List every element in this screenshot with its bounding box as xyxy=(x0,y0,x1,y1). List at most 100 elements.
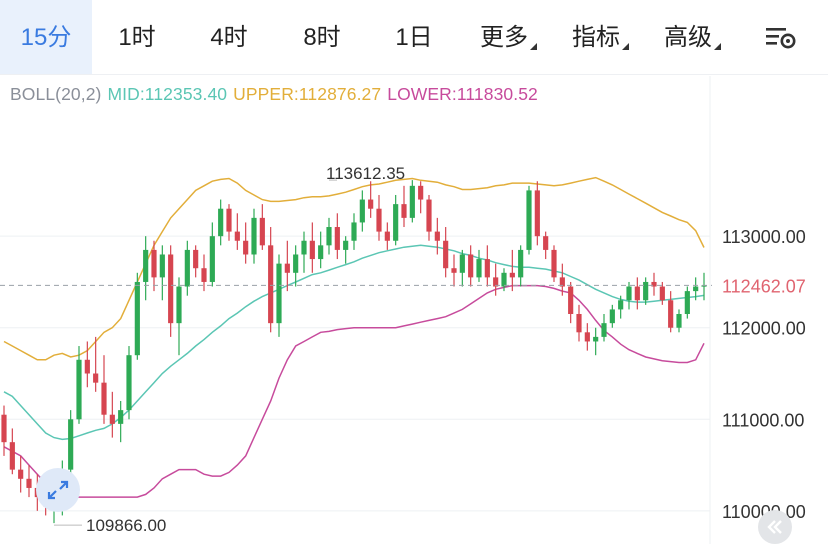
candle-body xyxy=(84,359,90,374)
candle-body xyxy=(618,300,624,310)
candle-body xyxy=(234,231,240,241)
tab-1d[interactable]: 1日 xyxy=(389,0,439,74)
candle-body xyxy=(143,249,149,282)
tab-advanced[interactable]: 高级 xyxy=(656,0,721,74)
candle-body xyxy=(284,263,290,273)
candle-body xyxy=(643,281,649,301)
candle-body xyxy=(493,277,499,287)
chart-gridlines xyxy=(0,235,710,512)
timeframe-tabbar: 15分 1时 4时 8时 1日 更多 指标 高级 xyxy=(0,0,828,75)
tab-label: 指标 xyxy=(572,24,620,51)
y-tick-label: 111000.00 xyxy=(722,410,804,430)
candle-body xyxy=(376,208,382,232)
tab-label: 15分 xyxy=(20,24,72,51)
candle-body xyxy=(201,268,207,282)
chart-settings-icon[interactable] xyxy=(764,22,798,52)
expand-arrows-icon[interactable] xyxy=(36,468,80,512)
candle-body xyxy=(476,259,482,278)
candle-body xyxy=(534,190,540,237)
candle-body xyxy=(676,314,682,328)
tab-8h[interactable]: 8时 xyxy=(296,0,348,74)
candle-body xyxy=(426,199,432,232)
tab-1h[interactable]: 1时 xyxy=(112,0,162,74)
current-price-label: 112462.07 xyxy=(722,276,806,296)
candle-body xyxy=(193,249,199,269)
candle-body xyxy=(576,314,582,333)
candle-body xyxy=(468,254,474,278)
candle-body xyxy=(584,332,590,342)
candle-body xyxy=(559,277,565,287)
candle-body xyxy=(684,291,690,314)
candle-body xyxy=(551,249,557,278)
extreme-annotations: 113612.35 109866.00 xyxy=(54,164,405,535)
candle-body xyxy=(393,204,399,241)
candle-body xyxy=(9,442,15,470)
candle-body xyxy=(668,300,674,328)
candle-body xyxy=(409,185,415,218)
candle-body xyxy=(276,263,282,324)
candle-body xyxy=(434,231,440,241)
dropdown-caret-icon xyxy=(622,43,629,50)
candle-body xyxy=(693,286,699,292)
candle-body xyxy=(609,309,615,324)
candle-body xyxy=(518,249,524,278)
tab-label: 8时 xyxy=(303,24,341,51)
candle-body xyxy=(334,227,340,250)
current-price-line: 112462.07 xyxy=(0,276,806,296)
candle-body xyxy=(93,373,99,383)
candle-body xyxy=(634,286,640,301)
legend-name: BOLL(20,2) xyxy=(10,84,102,104)
candles xyxy=(1,180,707,524)
tab-4h[interactable]: 4时 xyxy=(204,0,254,74)
candle-body xyxy=(159,254,165,278)
band-upper xyxy=(3,176,705,361)
boll-legend: BOLL(20,2) MID:112353.40 UPPER:112876.27 LO… xyxy=(10,84,544,105)
candle-body xyxy=(293,254,299,273)
candle-body xyxy=(384,231,390,241)
candle-body xyxy=(118,410,124,424)
candle-body xyxy=(1,414,7,443)
high-annotation: 113612.35 xyxy=(326,164,405,183)
tab-indicators[interactable]: 指标 xyxy=(564,0,629,74)
candle-body xyxy=(268,245,274,324)
candle-body xyxy=(151,249,157,278)
candle-body xyxy=(701,285,707,287)
candle-body xyxy=(509,272,515,278)
candle-body xyxy=(418,185,424,200)
candle-body xyxy=(568,286,574,314)
candle-body xyxy=(626,286,632,301)
double-chevron-left-icon[interactable] xyxy=(758,510,792,544)
candle-body xyxy=(168,254,174,324)
tab-label: 高级 xyxy=(664,24,712,51)
candle-body xyxy=(593,336,599,342)
candle-body xyxy=(651,281,657,287)
y-tick-label: 113000.00 xyxy=(722,227,806,247)
low-annotation: 109866.00 xyxy=(86,516,166,535)
candle-body xyxy=(184,249,190,287)
legend-mid: MID:112353.40 xyxy=(107,84,228,104)
candle-body xyxy=(501,272,507,287)
candle-body xyxy=(351,222,357,241)
candle-body xyxy=(68,419,74,470)
candle-body xyxy=(459,254,465,273)
candle-body xyxy=(443,240,449,269)
candle-body xyxy=(18,469,24,479)
candle-body xyxy=(109,414,115,424)
dropdown-caret-icon xyxy=(714,43,721,50)
tab-more[interactable]: 更多 xyxy=(472,0,537,74)
candle-body xyxy=(343,240,349,250)
tab-15min[interactable]: 15分 xyxy=(0,0,92,74)
candle-body xyxy=(226,208,232,232)
dropdown-caret-icon xyxy=(530,43,537,50)
candle-body xyxy=(401,204,407,218)
candle-body xyxy=(359,199,365,223)
tab-label: 4时 xyxy=(210,24,248,51)
candle-body xyxy=(543,236,549,250)
legend-lower: LOWER:111830.52 xyxy=(387,84,538,104)
candle-body xyxy=(484,259,490,278)
candle-body xyxy=(659,286,665,301)
tab-label: 1日 xyxy=(395,24,433,51)
candle-body xyxy=(126,355,132,411)
